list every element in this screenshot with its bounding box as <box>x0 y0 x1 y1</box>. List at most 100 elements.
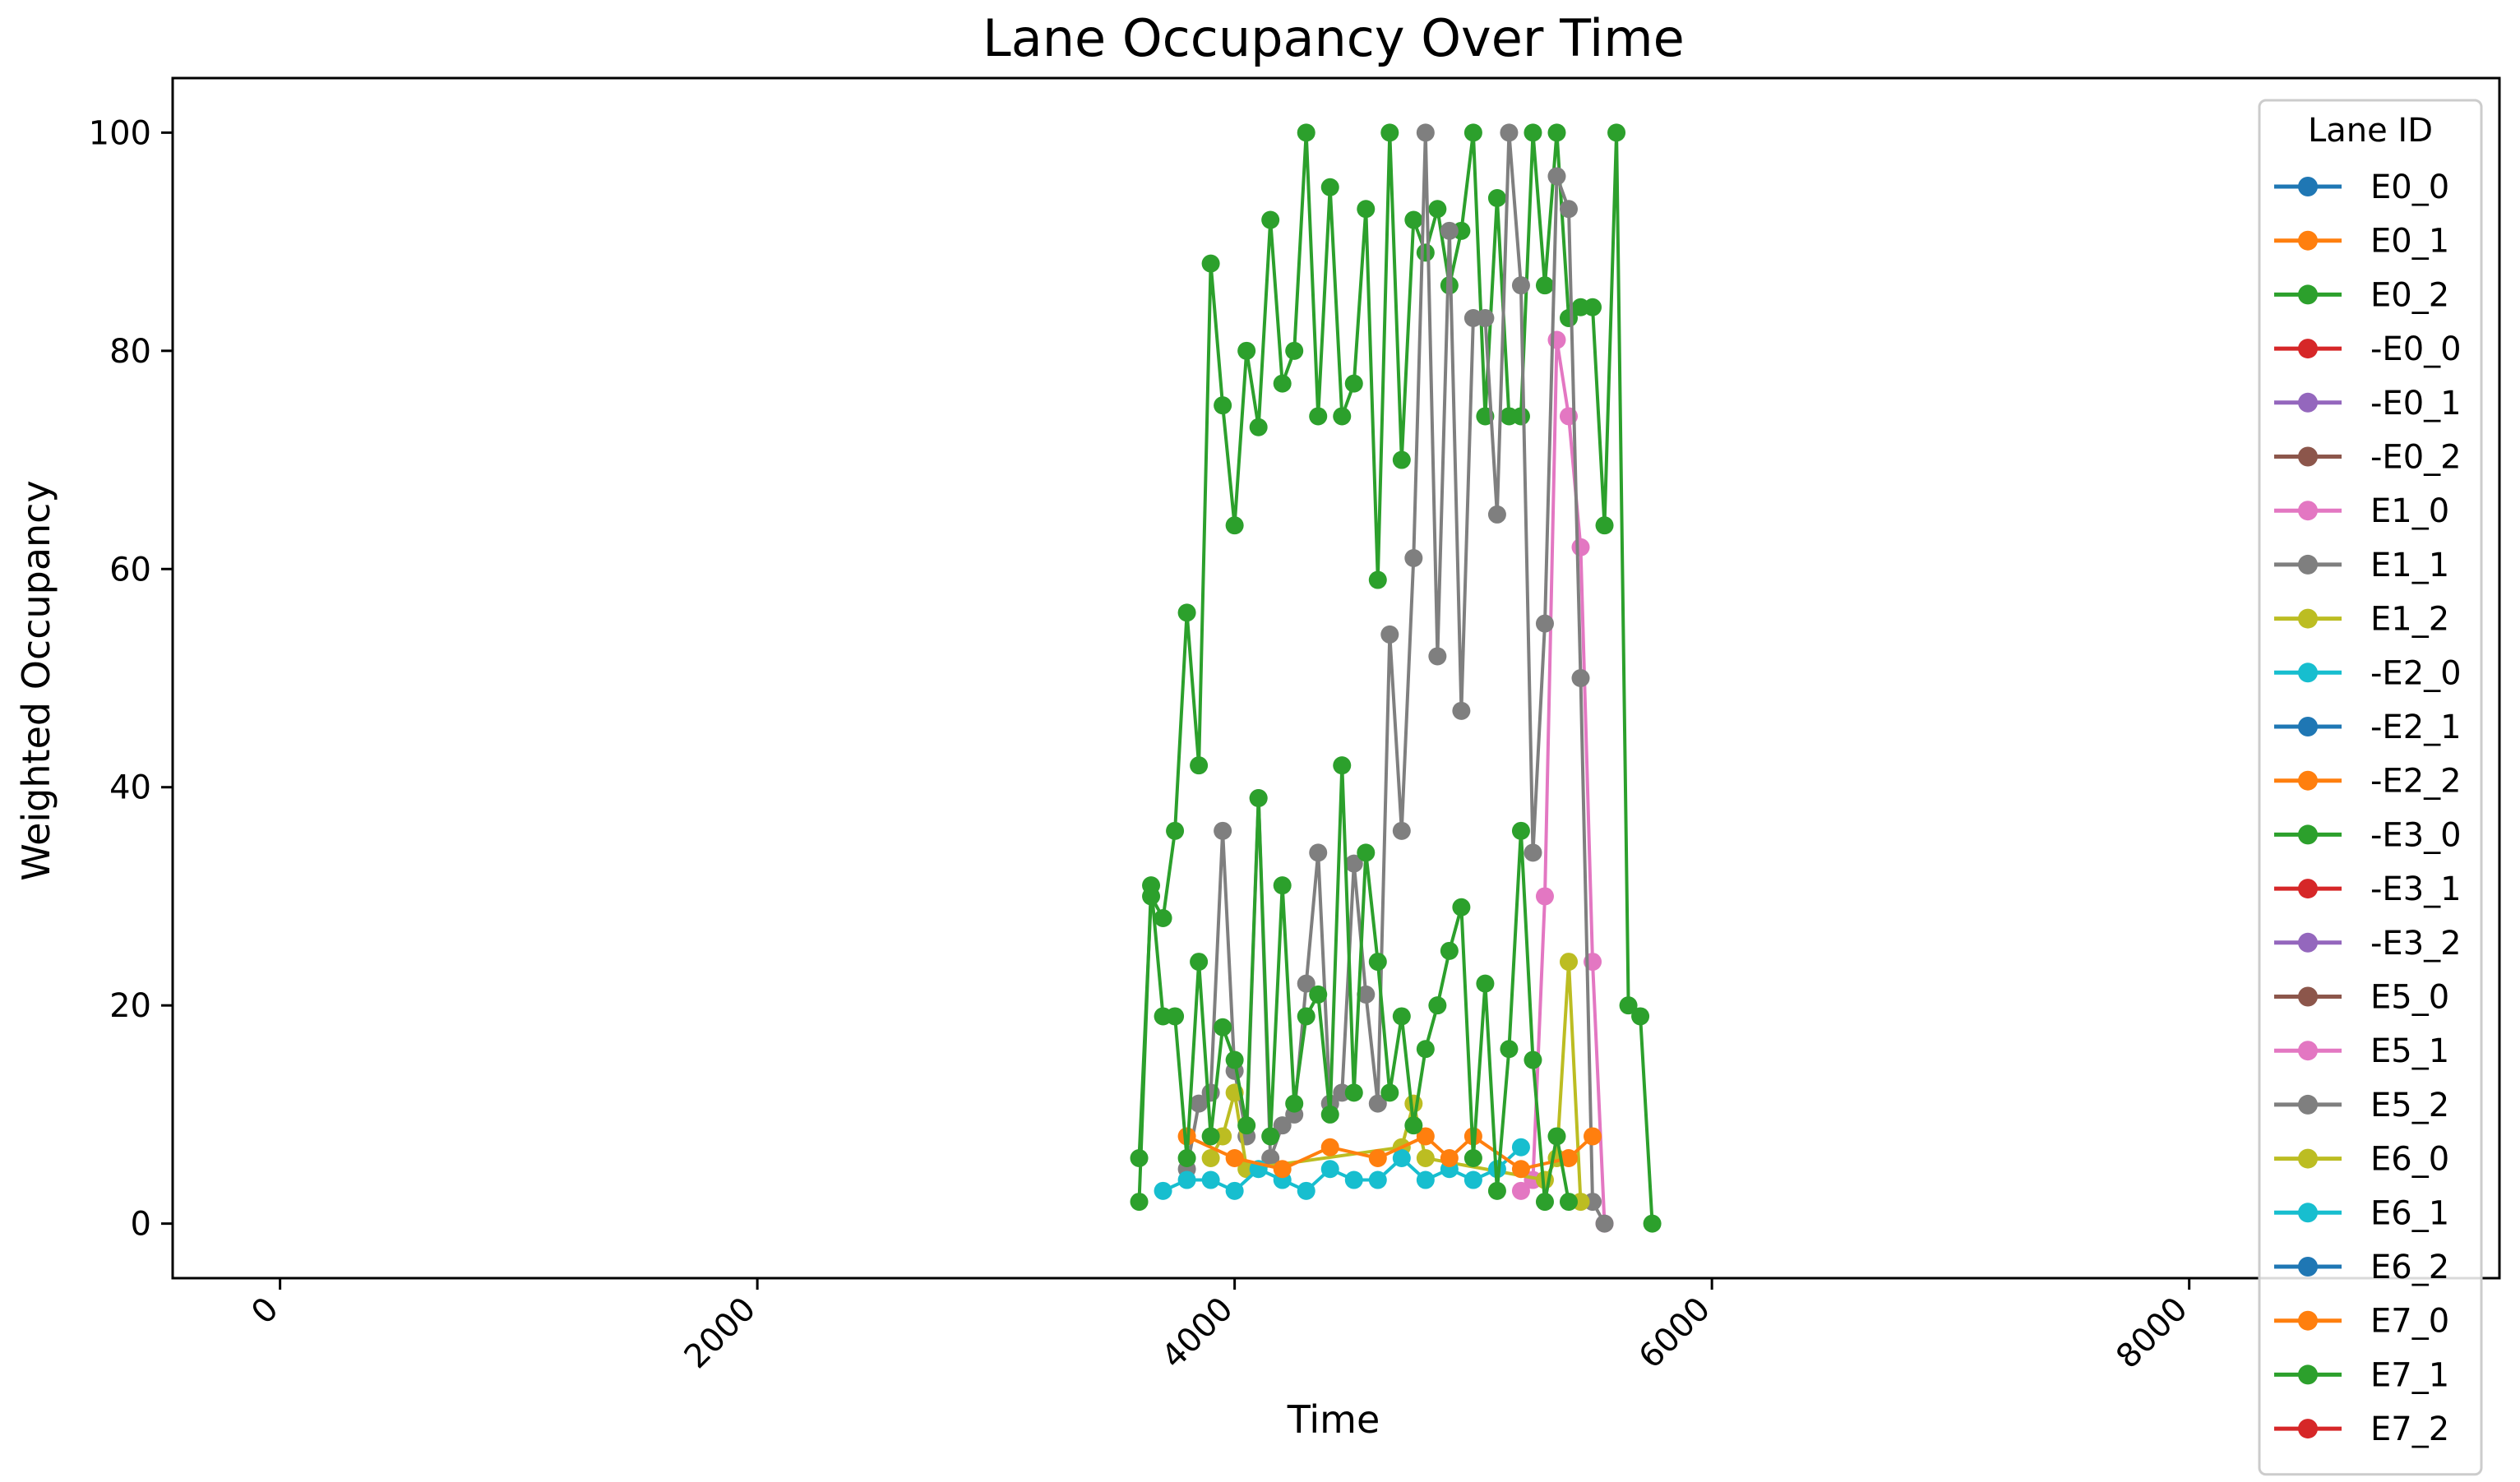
series-layer <box>1130 123 1662 1233</box>
series-e1-1-point <box>1500 123 1519 142</box>
series-e2-0-point <box>1297 1181 1315 1200</box>
series-e1-1-point <box>1404 549 1423 567</box>
series-e3-0-point <box>1476 974 1495 993</box>
series-e1-0-point <box>1571 538 1590 556</box>
series-e1-1-point <box>1476 309 1495 327</box>
legend-marker <box>2298 284 2318 305</box>
series-e3-0-point <box>1297 1007 1315 1026</box>
series-e1-2-point <box>1416 1149 1435 1167</box>
series-e3-0-point <box>1440 941 1459 960</box>
series-e0-2-point <box>1607 123 1626 142</box>
legend-item-e5-2: E5_2 <box>2274 1087 2449 1124</box>
legend-marker <box>2298 1257 2318 1277</box>
legend-marker <box>2298 177 2318 196</box>
plot-area: 0 20 40 60 80 100 0 2000 4000 6000 8000 <box>89 76 2501 1377</box>
series-e3-0-point <box>1560 1193 1578 1212</box>
legend-marker <box>2298 1094 2318 1115</box>
series-e1-0-point <box>1547 330 1566 349</box>
chart-title: Lane Occupancy Over Time <box>983 8 1685 68</box>
legend-item-e5-1: E5_1 <box>2274 1032 2449 1070</box>
series-e0-2-point <box>1344 374 1363 393</box>
legend-item-e7-0: E7_0 <box>2274 1303 2449 1341</box>
series-e3-0-point <box>1333 756 1352 775</box>
legend-marker <box>2298 1364 2318 1385</box>
series-e2-0-point <box>1320 1160 1339 1179</box>
series-e0-2-point <box>1584 298 1602 316</box>
legend-marker <box>2298 230 2318 251</box>
series-e2-0-point <box>1511 1138 1530 1157</box>
series-e0-2-point <box>1368 570 1387 589</box>
series-e1-1-point <box>1524 843 1542 862</box>
series-e3-0-point <box>1177 1149 1196 1167</box>
legend-label: E7_1 <box>2370 1356 2449 1394</box>
series-e0-2-point <box>1261 210 1280 229</box>
legend-label: E6_0 <box>2370 1141 2449 1179</box>
series-e3-0-point <box>1392 1007 1411 1026</box>
legend-marker <box>2298 1041 2318 1061</box>
legend-label: E7_2 <box>2370 1410 2449 1448</box>
series-e1-0-point <box>1535 887 1554 906</box>
series-e3-0-point <box>1380 1083 1399 1102</box>
series-e3-0-point <box>1285 1094 1304 1113</box>
series-e3-0-point <box>1142 876 1161 895</box>
series-e3-0-point <box>1487 1181 1506 1200</box>
series-e3-0-point <box>1500 1040 1519 1059</box>
legend-item-e3-2: -E3_2 <box>2274 925 2462 963</box>
series-e0-2-point <box>1333 407 1352 426</box>
legend-item-e2-2: -E2_2 <box>2274 763 2462 801</box>
series-e0-2 <box>1130 123 1662 1233</box>
x-tick-label: 8000 <box>2109 1290 2195 1377</box>
series-e1-1-point <box>1560 200 1578 219</box>
legend-item-e7-2: E7_2 <box>2274 1410 2449 1448</box>
legend-label: E1_2 <box>2370 601 2449 639</box>
series-e3-0-point <box>1249 789 1268 807</box>
series-e1-1-point <box>1547 167 1566 186</box>
series-e1-1-point <box>1392 821 1411 840</box>
series-e1-2-point <box>1201 1149 1220 1167</box>
series-e0-2-point <box>1392 450 1411 469</box>
series-e1-1-point <box>1428 647 1447 666</box>
series-e2-2 <box>1177 1127 1602 1179</box>
series-e3-0 <box>1130 756 1578 1212</box>
series-e1-1-point <box>1297 974 1315 993</box>
series-e2-0-point <box>1201 1170 1220 1189</box>
series-e1-1-point <box>1535 614 1554 633</box>
series-e2-2-point <box>1225 1149 1244 1167</box>
series-e0-2-point <box>1595 516 1614 535</box>
series-e1-2-point <box>1404 1094 1423 1113</box>
series-e1-1-point <box>1416 123 1435 142</box>
series-e1-2-point <box>1560 953 1578 972</box>
series-e3-0-point <box>1452 898 1471 916</box>
series-e2-0-point <box>1463 1170 1482 1189</box>
legend-item-e0-0: -E0_0 <box>2274 330 2462 368</box>
series-e0-2-point <box>1285 341 1304 360</box>
y-tick-label: 100 <box>89 114 151 152</box>
series-e1-1-point <box>1487 505 1506 524</box>
legend-label: E5_0 <box>2370 979 2449 1017</box>
series-e3-0-point <box>1368 953 1387 972</box>
legend-label: -E0_1 <box>2370 385 2462 422</box>
legend-label: E5_2 <box>2370 1087 2449 1124</box>
series-e3-0-point <box>1225 1050 1244 1069</box>
series-e0-2-point <box>1297 123 1315 142</box>
legend-label: -E0_0 <box>2370 330 2462 368</box>
y-tick-label: 0 <box>131 1206 151 1244</box>
legend-item-e6-1: E6_1 <box>2274 1194 2449 1232</box>
legend-box <box>2258 99 2483 1476</box>
series-e0-2-line <box>1137 131 1654 1224</box>
legend-item-e1-1: E1_1 <box>2274 547 2449 584</box>
series-e1-0-point <box>1511 1181 1530 1200</box>
legend-marker <box>2298 717 2318 736</box>
series-e0-2-point <box>1249 418 1268 436</box>
legend-label: -E3_2 <box>2370 925 2462 963</box>
legend-item-e7-1: E7_1 <box>2274 1356 2449 1394</box>
y-axis-label: Weighted Occupancy <box>14 480 58 880</box>
series-e2-0 <box>1154 1138 1530 1200</box>
series-e3-0-point <box>1428 996 1447 1015</box>
series-e0-2-point <box>1166 821 1185 840</box>
series-e1-1-point <box>1214 821 1232 840</box>
series-e1-1-point <box>1357 985 1376 1004</box>
legend-item-e3-1: -E3_1 <box>2274 870 2462 908</box>
legend-marker <box>2298 1148 2318 1169</box>
legend-label: E5_1 <box>2370 1032 2449 1070</box>
